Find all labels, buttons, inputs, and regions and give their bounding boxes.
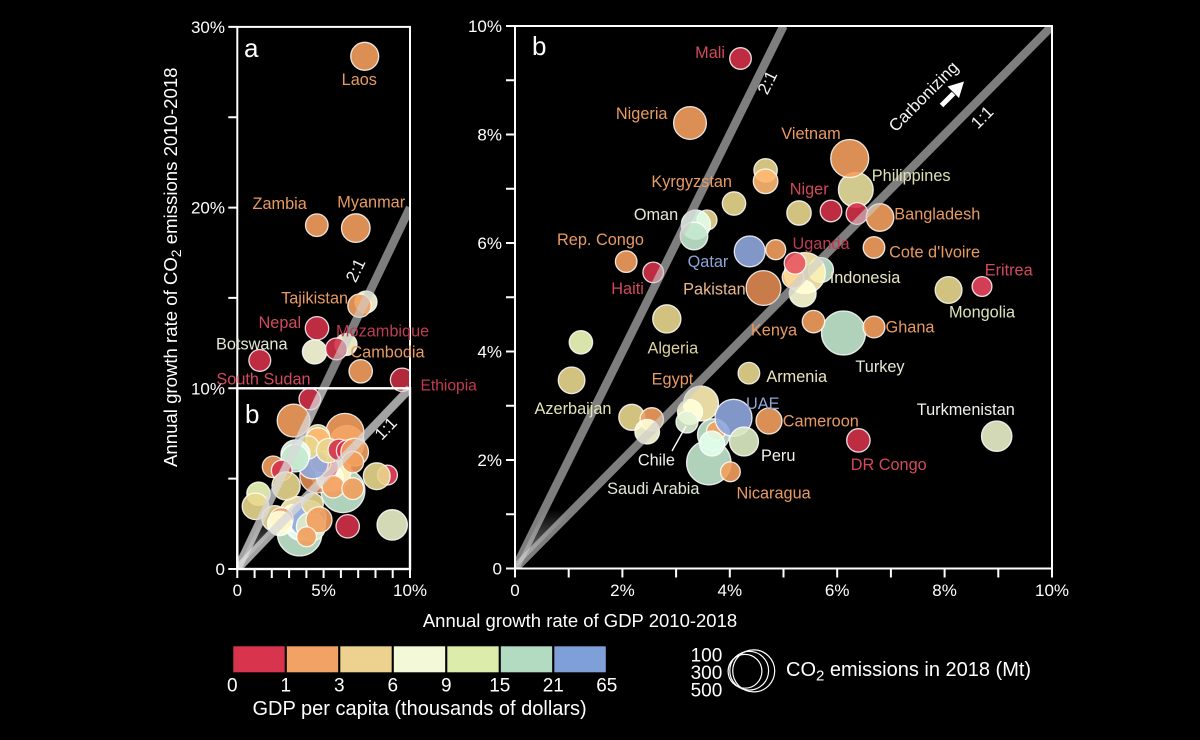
svg-text:Algeria: Algeria xyxy=(647,340,699,358)
svg-text:8%: 8% xyxy=(932,581,957,600)
svg-text:Zambia: Zambia xyxy=(253,195,308,213)
svg-text:DR Congo: DR Congo xyxy=(851,456,927,474)
svg-text:21: 21 xyxy=(543,676,564,697)
svg-text:4%: 4% xyxy=(718,581,743,600)
svg-text:Cambodia: Cambodia xyxy=(350,344,425,362)
svg-text:0: 0 xyxy=(233,581,242,600)
svg-text:Myanmar: Myanmar xyxy=(337,194,405,212)
svg-text:Saudi Arabia: Saudi Arabia xyxy=(607,480,700,498)
svg-text:UAE: UAE xyxy=(746,395,780,413)
svg-text:5%: 5% xyxy=(311,581,336,600)
svg-text:Cote d'Ivoire: Cote d'Ivoire xyxy=(889,244,980,262)
svg-text:Annual growth rate of CO2 emis: Annual growth rate of CO2 emissions 2010… xyxy=(160,67,184,467)
svg-text:2%: 2% xyxy=(610,581,635,600)
svg-text:Niger: Niger xyxy=(790,181,829,199)
svg-text:Ethiopia: Ethiopia xyxy=(421,378,478,395)
svg-text:a: a xyxy=(244,33,259,63)
svg-text:Qatar: Qatar xyxy=(688,253,729,271)
svg-text:10%: 10% xyxy=(468,17,502,36)
svg-text:2%: 2% xyxy=(477,451,502,470)
svg-text:Laos: Laos xyxy=(342,71,377,89)
svg-text:Armenia: Armenia xyxy=(766,368,828,386)
svg-text:Bangladesh: Bangladesh xyxy=(894,206,980,224)
svg-text:Chile: Chile xyxy=(638,452,675,470)
svg-text:0: 0 xyxy=(216,560,225,579)
svg-text:15: 15 xyxy=(489,676,510,697)
svg-text:9: 9 xyxy=(441,676,452,697)
svg-text:Annual growth rate of GDP 2010: Annual growth rate of GDP 2010-2018 xyxy=(423,610,737,631)
svg-text:South Sudan: South Sudan xyxy=(216,371,310,389)
svg-text:6%: 6% xyxy=(477,234,502,253)
svg-text:65: 65 xyxy=(596,676,617,697)
svg-text:300: 300 xyxy=(691,663,723,684)
svg-text:Pakistan: Pakistan xyxy=(683,281,745,299)
svg-text:4%: 4% xyxy=(477,343,502,362)
svg-text:Nigeria: Nigeria xyxy=(616,105,669,123)
svg-text:8%: 8% xyxy=(477,126,502,145)
svg-text:Oman: Oman xyxy=(634,206,678,224)
svg-text:Nicaragua: Nicaragua xyxy=(736,485,811,503)
svg-text:Azerbaijan: Azerbaijan xyxy=(535,400,612,418)
svg-text:100: 100 xyxy=(691,646,723,667)
svg-text:b: b xyxy=(245,399,259,429)
svg-text:6: 6 xyxy=(388,676,399,697)
svg-text:Nepal: Nepal xyxy=(259,314,302,332)
svg-text:10%: 10% xyxy=(191,379,225,398)
svg-text:Cameroon: Cameroon xyxy=(783,413,859,431)
svg-text:0: 0 xyxy=(510,581,519,600)
svg-text:10%: 10% xyxy=(1035,581,1069,600)
svg-text:Ghana: Ghana xyxy=(886,319,936,337)
svg-text:Rep. Congo: Rep. Congo xyxy=(557,231,644,249)
svg-text:Botswana: Botswana xyxy=(216,336,288,354)
svg-text:GDP per capita (thousands of d: GDP per capita (thousands of dollars) xyxy=(252,698,586,720)
svg-text:0: 0 xyxy=(227,676,238,697)
svg-text:1: 1 xyxy=(281,676,292,697)
svg-text:Tajikistan: Tajikistan xyxy=(281,290,348,308)
svg-text:Turkey: Turkey xyxy=(855,358,905,376)
svg-text:30%: 30% xyxy=(191,18,225,37)
svg-text:500: 500 xyxy=(691,681,723,702)
svg-text:Indonesia: Indonesia xyxy=(830,269,902,287)
svg-text:Eritrea: Eritrea xyxy=(985,262,1034,280)
svg-text:Mongolia: Mongolia xyxy=(949,304,1016,322)
svg-text:Kyrgyzstan: Kyrgyzstan xyxy=(651,173,732,191)
svg-text:20%: 20% xyxy=(191,199,225,218)
svg-text:3: 3 xyxy=(334,676,345,697)
svg-text:Vietnam: Vietnam xyxy=(781,125,840,143)
svg-text:10%: 10% xyxy=(393,581,427,600)
svg-text:6%: 6% xyxy=(825,581,850,600)
svg-text:CO2 emissions in 2018 (Mt): CO2 emissions in 2018 (Mt) xyxy=(786,659,1031,685)
svg-text:Peru: Peru xyxy=(761,447,795,465)
svg-text:Egypt: Egypt xyxy=(652,371,694,389)
svg-text:Kenya: Kenya xyxy=(751,322,798,340)
svg-text:b: b xyxy=(532,31,546,61)
svg-text:Mali: Mali xyxy=(695,44,725,62)
svg-text:Uganda: Uganda xyxy=(792,235,850,253)
svg-text:0: 0 xyxy=(493,560,502,579)
svg-text:Haiti: Haiti xyxy=(611,280,644,298)
svg-text:Turkmenistan: Turkmenistan xyxy=(917,401,1015,419)
svg-text:Philippines: Philippines xyxy=(872,167,951,185)
svg-text:Mozambique: Mozambique xyxy=(336,323,429,341)
